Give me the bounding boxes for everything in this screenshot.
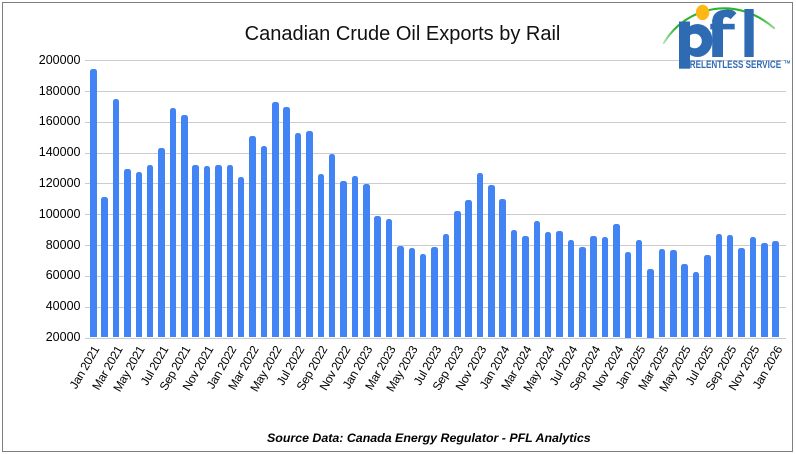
svg-text:TM: TM: [784, 60, 791, 65]
svg-text:RELENTLESS SERVICE: RELENTLESS SERVICE: [690, 59, 782, 71]
